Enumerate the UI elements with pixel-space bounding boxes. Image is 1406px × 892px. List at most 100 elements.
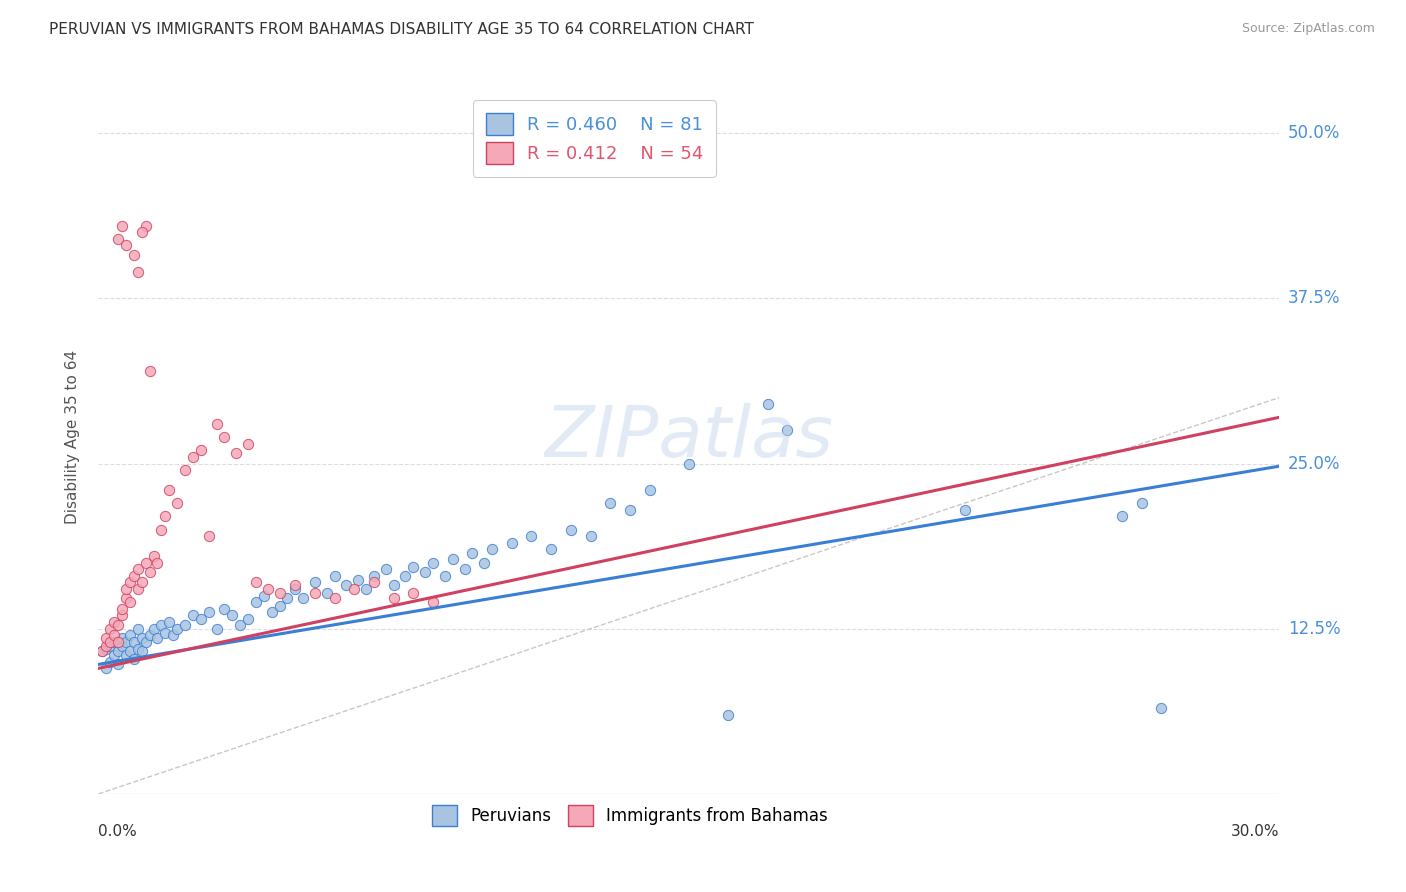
Point [155,509,177,524]
Point [127,562,149,576]
Point [323,569,346,583]
Point [304,575,326,590]
Point [197,605,219,619]
Point [115,238,138,252]
Point [111,602,134,616]
Point [131,644,153,658]
Point [335,578,357,592]
Text: 25.0%: 25.0% [1288,455,1340,473]
Point [402,586,425,600]
Point [540,542,562,557]
Point [118,595,141,609]
Point [245,595,267,609]
Point [181,450,204,464]
Point [107,617,129,632]
Point [142,622,165,636]
Point [131,575,153,590]
Point [118,628,141,642]
Point [162,628,184,642]
Point [96,639,118,653]
Point [304,586,326,600]
Text: 50.0%: 50.0% [1288,124,1340,142]
Point [382,591,405,606]
Point [256,582,278,596]
Point [122,635,145,649]
Point [205,622,228,636]
Point [284,578,307,592]
Point [135,635,157,649]
Point [205,417,228,431]
Point [214,602,236,616]
Point [481,542,503,557]
Point [190,612,212,626]
Point [155,625,177,640]
Point [98,655,121,669]
Point [374,562,396,576]
Point [146,631,169,645]
Point [103,615,125,629]
Point [1111,509,1133,524]
Point [111,639,134,653]
Point [501,536,523,550]
Point [127,582,149,596]
Point [229,617,252,632]
Point [138,565,160,579]
Point [115,591,138,606]
Point [776,424,799,438]
Text: Source: ZipAtlas.com: Source: ZipAtlas.com [1241,22,1375,36]
Point [96,641,118,656]
Point [343,582,366,596]
Point [135,556,157,570]
Point [1150,701,1173,715]
Text: 37.5%: 37.5% [1288,289,1340,308]
Point [214,430,236,444]
Point [98,639,121,653]
Point [107,635,129,649]
Point [253,589,276,603]
Point [394,569,416,583]
Point [111,608,134,623]
Point [315,586,337,600]
Point [1130,496,1153,510]
Point [276,591,298,606]
Point [402,559,425,574]
Point [284,582,307,596]
Point [115,648,138,662]
Point [142,549,165,563]
Point [122,569,145,583]
Point [619,502,641,516]
Point [91,644,114,658]
Point [107,232,129,246]
Point [323,591,346,606]
Point [717,707,740,722]
Y-axis label: Disability Age 35 to 64: Disability Age 35 to 64 [65,350,80,524]
Point [638,483,661,497]
Point [363,575,385,590]
Text: 0.0%: 0.0% [98,824,138,839]
Point [382,578,405,592]
Point [579,529,602,543]
Point [453,562,475,576]
Point [118,644,141,658]
Point [103,635,125,649]
Point [953,502,976,516]
Point [225,446,247,460]
Point [138,628,160,642]
Point [520,529,543,543]
Point [111,219,134,233]
Point [103,648,125,662]
Point [111,631,134,645]
Point [221,608,243,623]
Point [91,644,114,658]
Point [146,556,169,570]
Point [157,483,180,497]
Point [347,573,370,587]
Point [157,615,180,629]
Point [181,608,204,623]
Point [138,364,160,378]
Point [678,457,700,471]
Point [413,565,436,579]
Point [118,575,141,590]
Point [107,644,129,658]
Point [292,591,315,606]
